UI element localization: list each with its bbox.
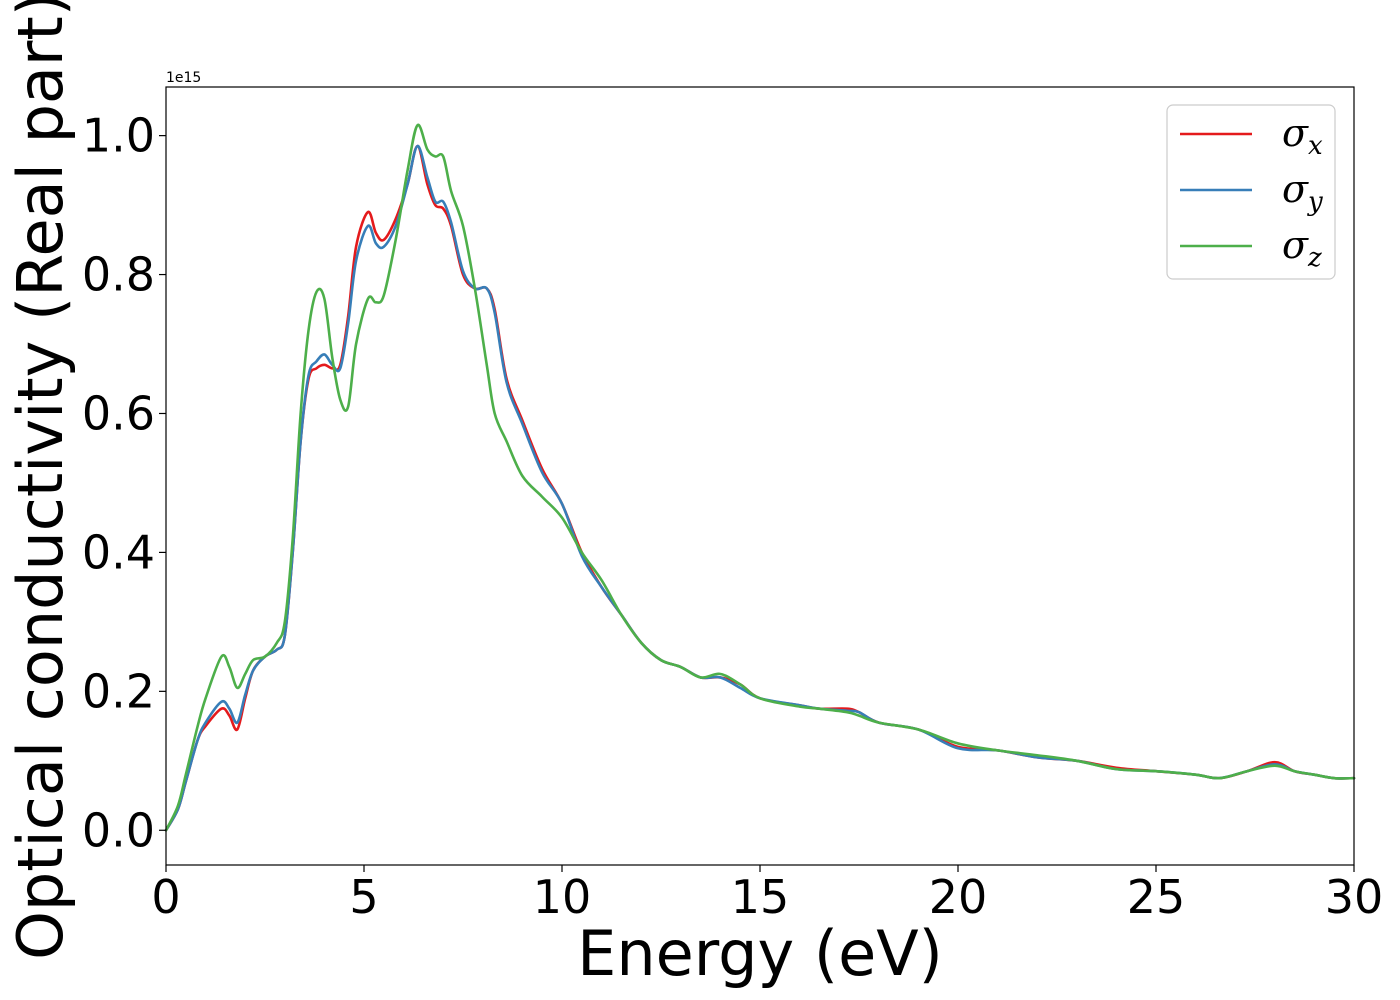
y-tick-label: 0.6 <box>82 386 155 440</box>
series-layer <box>164 123 1356 832</box>
legend-label-y: σy <box>1282 167 1323 217</box>
legend: σx σy σz <box>1166 104 1336 280</box>
x-axis-ticks: 0 5 10 15 20 25 30 <box>151 865 1383 924</box>
x-tick-label: 20 <box>929 870 988 924</box>
y-axis-ticks: 0.0 0.2 0.4 0.6 0.8 1.0 <box>82 109 166 857</box>
legend-label-x: σx <box>1282 111 1323 161</box>
x-tick-label: 30 <box>1325 870 1384 924</box>
x-tick-label: 0 <box>151 870 180 924</box>
legend-items: σx σy σz <box>1180 111 1323 273</box>
x-tick-label: 5 <box>349 870 378 924</box>
legend-label-z: σz <box>1282 223 1322 273</box>
y-tick-label: 0.4 <box>82 525 155 579</box>
y-offset-label: 1e15 <box>166 70 201 86</box>
x-tick-label: 10 <box>533 870 592 924</box>
y-tick-label: 0.2 <box>82 664 155 718</box>
y-tick-label: 0.8 <box>82 248 155 302</box>
legend-box <box>1166 104 1336 280</box>
y-axis-label: Optical conductivity (Real part) <box>4 0 77 960</box>
x-axis-label: Energy (eV) <box>577 917 943 990</box>
x-tick-label: 15 <box>731 870 790 924</box>
series-line-z <box>164 123 1356 832</box>
x-tick-label: 25 <box>1127 870 1186 924</box>
y-tick-label: 1.0 <box>82 109 155 163</box>
y-tick-label: 0.0 <box>82 803 155 857</box>
